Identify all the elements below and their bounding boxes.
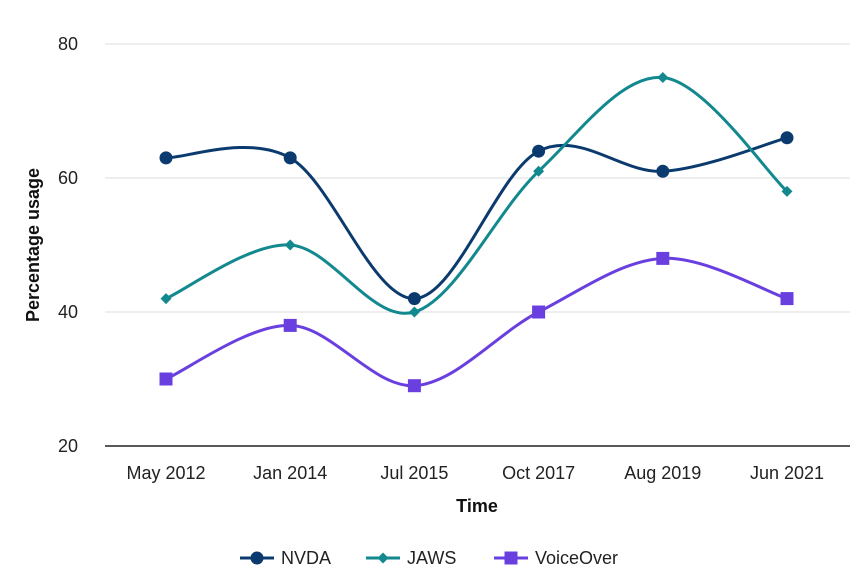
series-line-voiceover bbox=[164, 256, 789, 388]
legend-square-icon bbox=[504, 551, 518, 565]
y-axis-ticks: 20 40 60 80 bbox=[58, 34, 78, 456]
data-point-nvda bbox=[780, 131, 794, 145]
legend-item-voiceover: VoiceOver bbox=[494, 548, 618, 568]
data-point-nvda bbox=[656, 164, 670, 178]
legend-label: JAWS bbox=[407, 548, 456, 568]
x-axis-title: Time bbox=[456, 496, 498, 516]
data-point-nvda bbox=[159, 151, 173, 165]
legend-diamond-icon bbox=[377, 552, 389, 564]
y-tick-label: 40 bbox=[58, 302, 78, 322]
series-lines bbox=[164, 75, 789, 388]
data-point-jaws bbox=[160, 293, 172, 305]
series-line-jaws bbox=[164, 75, 789, 315]
x-tick-label: Jan 2014 bbox=[253, 463, 327, 483]
data-point-voiceover bbox=[283, 318, 297, 332]
x-axis-ticks: May 2012 Jan 2014 Jul 2015 Oct 2017 Aug 2019… bbox=[126, 463, 824, 483]
y-tick-label: 80 bbox=[58, 34, 78, 54]
data-point-jaws bbox=[533, 165, 545, 177]
data-point-jaws bbox=[408, 306, 420, 318]
data-point-voiceover bbox=[159, 372, 173, 386]
legend-label: NVDA bbox=[281, 548, 331, 568]
data-point-jaws bbox=[284, 239, 296, 251]
legend-item-nvda: NVDA bbox=[240, 548, 331, 568]
data-point-voiceover bbox=[532, 305, 546, 319]
y-tick-label: 20 bbox=[58, 436, 78, 456]
x-tick-label: Aug 2019 bbox=[624, 463, 701, 483]
series-markers bbox=[159, 72, 794, 393]
x-tick-label: May 2012 bbox=[126, 463, 205, 483]
gridlines bbox=[105, 43, 850, 313]
legend-item-jaws: JAWS bbox=[366, 548, 456, 568]
data-point-nvda bbox=[283, 151, 297, 165]
x-tick-label: Oct 2017 bbox=[502, 463, 575, 483]
data-point-jaws bbox=[657, 72, 669, 83]
data-point-nvda bbox=[407, 292, 421, 306]
y-axis-title: Percentage usage bbox=[23, 168, 43, 322]
data-point-jaws bbox=[781, 185, 793, 197]
x-tick-label: Jul 2015 bbox=[380, 463, 448, 483]
data-point-voiceover bbox=[407, 379, 421, 393]
data-point-nvda bbox=[532, 144, 546, 158]
legend-circle-icon bbox=[250, 551, 264, 565]
data-point-voiceover bbox=[656, 251, 670, 265]
y-tick-label: 60 bbox=[58, 168, 78, 188]
data-point-voiceover bbox=[780, 292, 794, 306]
legend-label: VoiceOver bbox=[535, 548, 618, 568]
x-tick-label: Jun 2021 bbox=[750, 463, 824, 483]
series-line-nvda bbox=[164, 136, 789, 301]
legend: NVDA JAWS VoiceOver bbox=[240, 548, 618, 568]
